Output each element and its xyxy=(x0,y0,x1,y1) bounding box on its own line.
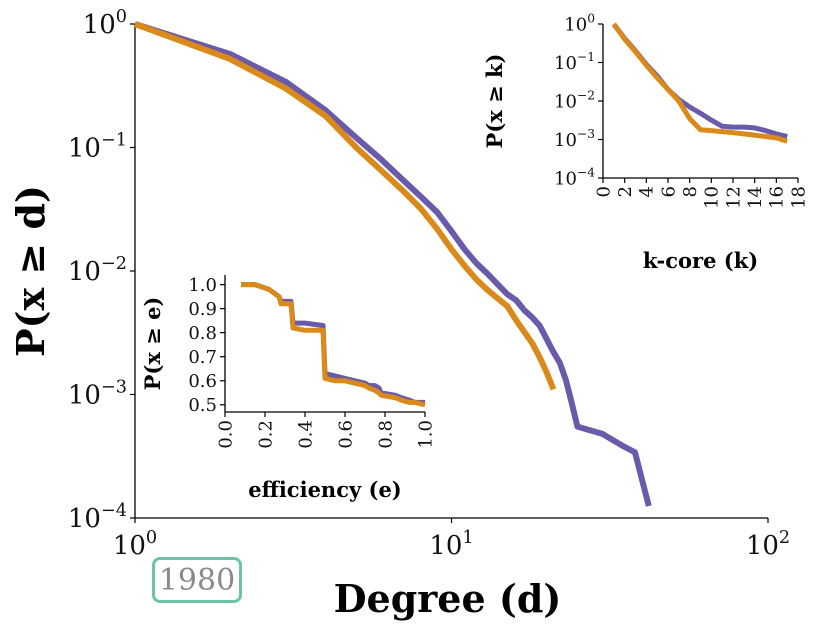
inset-kcore-y-tick-label: 100 xyxy=(564,12,595,36)
inset-kcore-x-tick-label: 4 xyxy=(637,186,658,197)
main-x-axis-label: Degree (d) xyxy=(334,576,562,621)
main-y-tick-label: 10−1 xyxy=(68,131,127,164)
inset-efficiency-x-axis-label: efficiency (e) xyxy=(248,477,402,502)
inset-kcore-series-2-line xyxy=(611,22,788,144)
inset-efficiency-y-axis-label: P(x ≥ e) xyxy=(140,297,165,391)
inset-kcore-y-tick-label: 10−2 xyxy=(554,89,595,113)
main-y-tick-label: 100 xyxy=(83,7,127,40)
main-y-tick-label: 10−3 xyxy=(68,378,127,411)
main-y-tick-label: 10−4 xyxy=(68,501,127,534)
inset-kcore-y-tick-label: 10−3 xyxy=(554,127,595,151)
inset-efficiency-y-tick-label: 1.0 xyxy=(188,275,217,296)
inset-kcore-x-tick-label: 2 xyxy=(615,186,636,197)
inset-efficiency-x-tick-label: 0.8 xyxy=(375,420,396,449)
inset-kcore-series-1-line xyxy=(611,22,788,139)
inset-efficiency-x-tick-label: 1.0 xyxy=(415,420,436,449)
inset-efficiency-y-tick-label: 0.9 xyxy=(188,299,217,320)
inset-efficiency-x-tick-label: 0.4 xyxy=(295,420,316,449)
inset-efficiency-x-tick-label: 0.0 xyxy=(215,420,236,449)
inset-efficiency-x-tick-label: 0.6 xyxy=(335,420,356,449)
inset-efficiency-y-tick-label: 0.5 xyxy=(188,395,217,416)
main-x-tick-label: 102 xyxy=(746,528,790,561)
main-series-1-line xyxy=(134,21,652,507)
inset-efficiency-y-tick-label: 0.7 xyxy=(188,347,217,368)
inset-efficiency-y-tick-label: 0.6 xyxy=(188,371,217,392)
inset-kcore-x-tick-label: 16 xyxy=(767,186,788,209)
main-series-2-line xyxy=(133,21,557,391)
inset-kcore-x-axis-label: k-core (k) xyxy=(643,248,758,273)
inset-efficiency-chart: 0.5 0.6 0.7 0.8 0.9 1.0 0.0 0.2 0.4 0.6 0.8 1.0 effi… xyxy=(140,275,436,502)
inset-efficiency-series-1-line xyxy=(241,282,425,405)
inset-efficiency-series-2-line xyxy=(241,282,426,408)
inset-kcore-chart: 100 10−1 10−2 10−3 10−40 2 4 6 8 10 12 14 16 18 k-core… xyxy=(482,12,809,273)
inset-efficiency-y-tick-label: 0.8 xyxy=(188,323,217,344)
main-y-tick-label: 10−2 xyxy=(68,254,127,287)
inset-kcore-y-tick-label: 10−1 xyxy=(554,50,595,74)
inset-kcore-x-tick-label: 6 xyxy=(658,186,679,197)
main-x-tick-label: 100 xyxy=(113,528,157,561)
inset-kcore-y-tick-label: 10−4 xyxy=(554,166,595,190)
year-badge: 1980 xyxy=(152,557,242,603)
inset-kcore-x-tick-label: 0 xyxy=(593,186,614,197)
inset-kcore-x-tick-label: 10 xyxy=(702,186,723,209)
inset-kcore-y-axis-label: P(x ≥ k) xyxy=(482,54,507,149)
inset-kcore-x-tick-label: 14 xyxy=(745,186,766,209)
inset-kcore-x-tick-label: 12 xyxy=(723,186,744,209)
inset-kcore-x-tick-label: 18 xyxy=(788,186,809,209)
main-x-tick-label: 101 xyxy=(429,528,473,561)
main-y-axis-label: P(x ≥ d) xyxy=(8,185,53,357)
inset-kcore-x-tick-label: 8 xyxy=(680,186,701,197)
inset-efficiency-x-tick-label: 0.2 xyxy=(255,420,276,449)
